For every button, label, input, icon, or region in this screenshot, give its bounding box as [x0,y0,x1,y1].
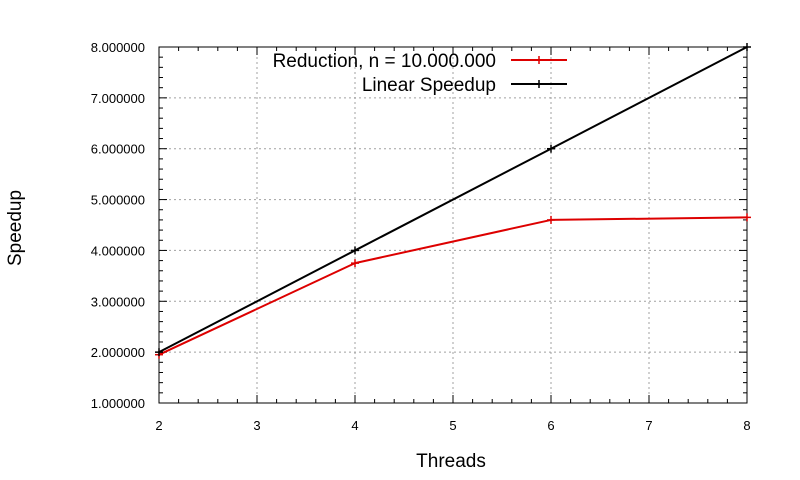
legend-marker [535,80,543,88]
x-tick-label: 5 [449,418,456,433]
plot-frame [158,46,748,404]
series-2 [155,43,751,357]
legend-label: Linear Speedup [362,75,496,96]
axes: 2 3 4 5 6 7 8 1.000000 2.000000 3.000000 4.000000 5… [91,40,751,433]
x-tick-label: 3 [253,418,260,433]
y-tick-label: 1.000000 [91,396,145,411]
series-2-point [743,43,751,51]
series-1-point [743,213,751,222]
y-tick-label: 8.000000 [91,40,145,55]
legend-label: Reduction, n = 10.000.000 [273,51,496,72]
x-tick-label: 8 [743,418,750,433]
series-1-point [547,215,555,224]
series-2-line [158,46,748,354]
series-layer [155,43,751,359]
y-axis-title: Speedup [5,190,26,266]
y-tick-label: 3.000000 [91,294,145,309]
y-tick-label: 6.000000 [91,142,145,157]
y-tick-label: 2.000000 [91,345,145,360]
y-tick-label: 7.000000 [91,91,145,106]
series-2-point [547,144,555,153]
series-1 [155,213,751,359]
legend: Reduction, n = 10.000.000 Linear Speedup [273,51,567,96]
x-axis-title: Threads [416,451,486,472]
series-1-line [158,216,748,356]
y-tick-label: 4.000000 [91,243,145,258]
series-2-point [351,246,359,255]
x-tick-label: 4 [351,418,358,433]
grid [159,47,747,403]
series-1-point [351,259,359,268]
y-tick-label: 5.000000 [91,193,145,208]
x-tick-label: 2 [155,418,162,433]
x-tick-label: 6 [547,418,554,433]
legend-marker [535,56,543,64]
legend-item-1: Reduction, n = 10.000.000 [273,51,567,72]
legend-item-2: Linear Speedup [362,75,567,96]
x-tick-label: 7 [645,418,652,433]
series-2-point [155,348,163,357]
